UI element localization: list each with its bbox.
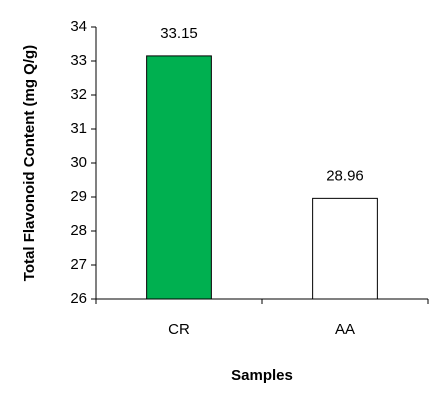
y-tick-label: 33 xyxy=(70,52,87,69)
y-tick-label: 34 xyxy=(70,18,87,35)
y-tick-label: 26 xyxy=(70,290,87,307)
x-axis-title: Samples xyxy=(231,367,293,384)
data-label: 33.15 xyxy=(160,25,198,42)
bar xyxy=(146,55,212,300)
bar xyxy=(312,197,378,300)
y-tick-label: 29 xyxy=(70,188,87,205)
x-tick-label: CR xyxy=(168,321,190,338)
y-tick-label: 30 xyxy=(70,154,87,171)
y-tick-label: 28 xyxy=(70,222,87,239)
data-label: 28.96 xyxy=(326,167,364,184)
x-tick-label: AA xyxy=(335,321,355,338)
y-tick-label: 32 xyxy=(70,86,87,103)
y-axis-title: Total Flavonoid Content (mg Q/g) xyxy=(21,45,38,281)
y-tick-label: 27 xyxy=(70,256,87,273)
y-tick-label: 31 xyxy=(70,120,87,137)
